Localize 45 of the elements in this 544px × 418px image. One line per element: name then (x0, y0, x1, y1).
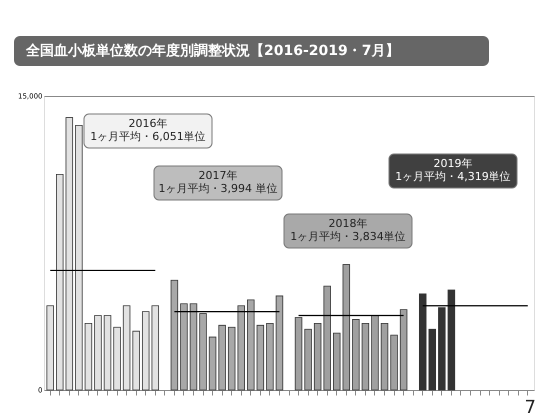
bar (333, 332, 340, 390)
text: 7 (524, 397, 536, 418)
bar (418, 294, 426, 390)
bar (113, 326, 121, 390)
bar (276, 296, 284, 390)
bar (304, 328, 312, 390)
chart-title: 全国血小板単位数の年度別調整状況【2016-2019・7月】 (25, 42, 400, 59)
annotation: 2017年 1ヶ月平均・3,994 単位 (158, 169, 278, 195)
bar (190, 303, 198, 390)
bar (390, 334, 398, 390)
bar (400, 309, 408, 390)
bar (75, 125, 83, 390)
bar (152, 305, 160, 390)
bar (238, 305, 245, 390)
bar (448, 290, 456, 390)
bar (314, 322, 322, 390)
bar (256, 324, 264, 390)
bar (323, 286, 331, 390)
bar (342, 264, 350, 390)
bar (228, 326, 236, 390)
annotation: 2018年 1ヶ月平均・3,834単位 (290, 217, 406, 243)
bar (371, 315, 379, 390)
bar (199, 313, 207, 390)
bar (122, 305, 130, 390)
bar (180, 303, 188, 390)
bar (208, 336, 216, 390)
bar (352, 319, 360, 390)
bar (104, 315, 112, 390)
bar (362, 322, 370, 390)
bar (142, 311, 150, 390)
bar (380, 322, 388, 390)
annotation: 2016年 1ヶ月平均・6,051単位 (90, 117, 206, 143)
bar (218, 324, 226, 390)
annotation: 2019年 1ヶ月平均・4,319単位 (395, 157, 511, 183)
bar (170, 280, 178, 390)
bar (438, 307, 446, 390)
bar (84, 322, 92, 390)
bar (132, 330, 140, 390)
bar (294, 317, 302, 390)
bar (428, 328, 436, 390)
bar (94, 315, 102, 390)
bar (56, 174, 64, 390)
bar (247, 299, 255, 390)
bar (266, 322, 274, 390)
bar (66, 117, 74, 390)
